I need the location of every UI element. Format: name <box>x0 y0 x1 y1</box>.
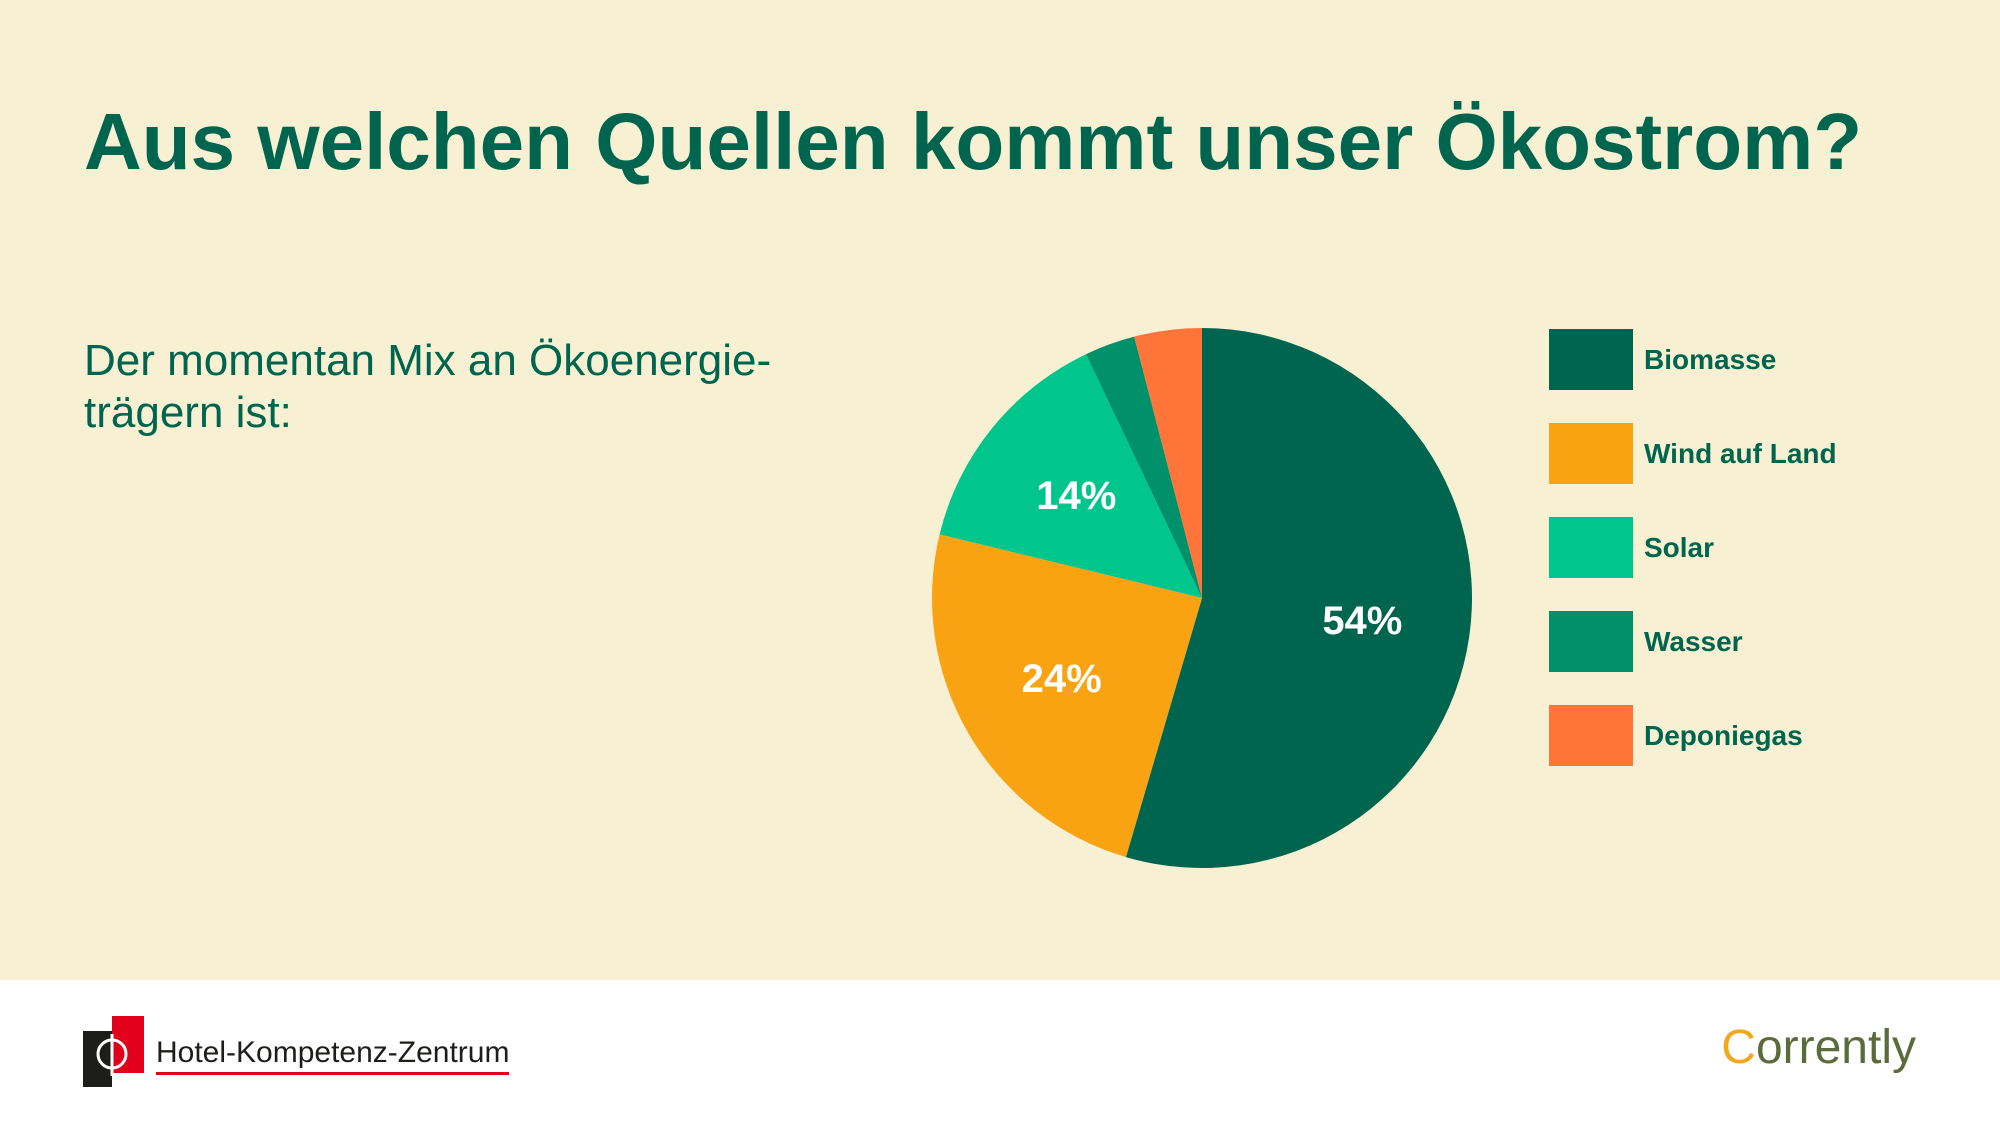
pie-chart: 54% 24% 14% <box>932 328 1472 868</box>
legend-item-biomasse: Biomasse <box>1549 329 1837 390</box>
legend-item-deponiegas: Deponiegas <box>1549 705 1837 766</box>
slide-content: Aus welchen Quellen kommt unser Ökostrom… <box>84 97 1863 868</box>
slice-label-biomasse: 54% <box>1322 599 1402 643</box>
partner-logo-text: Hotel-Kompetenz-Zentrum <box>156 1036 510 1075</box>
pie-labels: 54% 24% 14% <box>1022 474 1403 701</box>
legend-swatch-deponiegas <box>1549 705 1633 766</box>
slice-label-solar: 14% <box>1036 474 1116 518</box>
partner-logo: Hotel-Kompetenz-Zentrum <box>83 1016 510 1088</box>
chart-legend: Biomasse Wind auf Land Solar Wasser Depo… <box>1549 329 1837 766</box>
legend-label-deponiegas: Deponiegas <box>1644 719 1803 751</box>
brand-logo: Corrently <box>1721 1021 1916 1074</box>
legend-label-solar: Solar <box>1644 531 1715 563</box>
pie-slices <box>932 328 1472 868</box>
legend-item-solar: Solar <box>1549 517 1837 578</box>
legend-label-wind-auf-land: Wind auf Land <box>1644 437 1837 469</box>
pie-slice-solar <box>939 354 1202 598</box>
pie-slice-wasser <box>1085 336 1202 598</box>
pie-slice-biomasse <box>1125 328 1472 868</box>
legend-swatch-biomasse <box>1549 329 1633 390</box>
footer <box>0 980 2000 1125</box>
legend-item-wasser: Wasser <box>1549 611 1837 672</box>
slice-label-wind-auf-land: 24% <box>1022 657 1102 701</box>
legend-item-wind-auf-land: Wind auf Land <box>1549 423 1837 484</box>
legend-swatch-solar <box>1549 517 1633 578</box>
pie-slice-wind-auf-land <box>932 534 1202 858</box>
slide-title: Aus welchen Quellen kommt unser Ökostrom… <box>84 97 1863 186</box>
legend-label-biomasse: Biomasse <box>1644 343 1777 375</box>
legend-swatch-wasser <box>1549 611 1633 672</box>
intro-line: Der momentan Mix an Ökoenergie- <box>84 336 772 385</box>
intro-line: trägern ist: <box>84 388 292 437</box>
legend-label-wasser: Wasser <box>1644 625 1743 657</box>
pie-slice-deponiegas <box>1134 328 1202 598</box>
hotel-kompetenz-zentrum-logo-icon <box>83 1016 144 1087</box>
intro-text: Der momentan Mix an Ökoenergie- trägern … <box>84 335 771 439</box>
legend-swatch-wind-auf-land <box>1549 423 1633 484</box>
